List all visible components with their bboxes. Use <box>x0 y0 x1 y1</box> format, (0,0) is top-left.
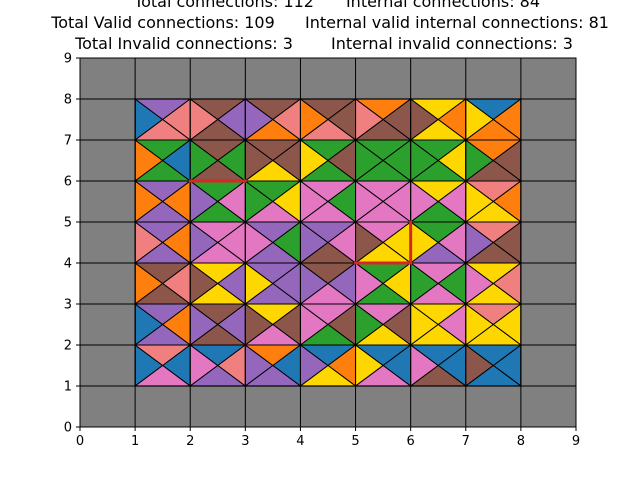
y-tick-label: 8 <box>64 93 72 108</box>
tiles-layer <box>135 99 521 386</box>
x-tick-label: 5 <box>351 434 359 449</box>
x-tick-label: 7 <box>462 434 470 449</box>
x-tick-label: 8 <box>517 434 525 449</box>
x-tick-label: 3 <box>241 434 249 449</box>
y-tick-label: 0 <box>64 421 72 436</box>
title-line-2-left: Total Valid connections: 109 <box>50 13 275 32</box>
x-tick-label: 4 <box>296 434 304 449</box>
title-line-3-left: Total Invalid connections: 3 <box>74 34 293 53</box>
title-line-1-right: Internal connections: 84 <box>346 0 540 11</box>
y-tick-label: 3 <box>64 298 72 313</box>
y-tick-label: 6 <box>64 175 72 190</box>
x-tick-label: 0 <box>76 434 84 449</box>
x-tick-label: 1 <box>131 434 139 449</box>
x-tick-label: 2 <box>186 434 194 449</box>
y-tick-label: 5 <box>64 216 72 231</box>
y-tick-label: 4 <box>64 257 72 272</box>
y-tick-label: 1 <box>64 380 72 395</box>
y-tick-label: 7 <box>64 134 72 149</box>
x-tick-label: 9 <box>572 434 580 449</box>
title-line-1-left: Total connections: 112 <box>133 0 314 11</box>
y-tick-label: 9 <box>64 52 72 67</box>
y-tick-label: 2 <box>64 339 72 354</box>
x-tick-label: 6 <box>407 434 415 449</box>
title-line-2-right: Internal valid internal connections: 81 <box>305 13 609 32</box>
title-line-3-right: Internal invalid connections: 3 <box>331 34 573 53</box>
